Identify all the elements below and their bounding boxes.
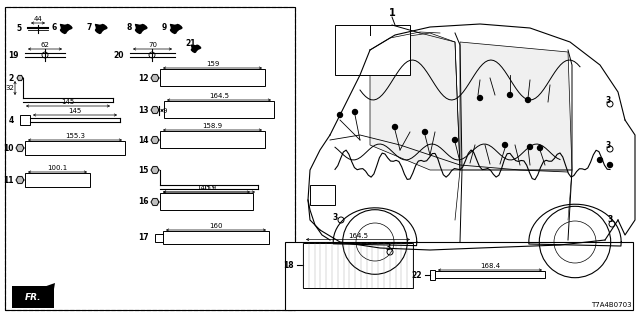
Bar	[303, 243, 413, 287]
Text: 3: 3	[385, 244, 390, 252]
Circle shape	[353, 109, 358, 115]
Text: 9: 9	[163, 108, 167, 114]
Bar	[5, 7, 295, 310]
Text: 10: 10	[3, 143, 14, 153]
Polygon shape	[16, 177, 24, 183]
Bar	[5, 7, 295, 310]
Bar	[160, 69, 265, 86]
Text: 44: 44	[34, 16, 42, 22]
Text: 151: 151	[202, 185, 216, 191]
Bar	[430, 270, 435, 280]
Text: 145: 145	[61, 99, 75, 105]
Text: 15: 15	[139, 165, 149, 174]
Polygon shape	[151, 137, 159, 143]
Circle shape	[502, 142, 508, 148]
Text: 32: 32	[5, 85, 14, 91]
Text: 12: 12	[138, 74, 149, 83]
Bar	[163, 231, 269, 244]
Bar	[20, 115, 30, 125]
Circle shape	[538, 146, 543, 150]
Text: 9: 9	[162, 22, 167, 31]
Bar	[335, 25, 410, 75]
Text: 18: 18	[284, 260, 294, 269]
Polygon shape	[35, 283, 55, 295]
Polygon shape	[170, 24, 183, 34]
Text: 13: 13	[138, 106, 149, 115]
Text: 1: 1	[388, 8, 396, 18]
Text: 2: 2	[9, 74, 14, 83]
Polygon shape	[60, 24, 73, 34]
Text: 164.5: 164.5	[348, 233, 368, 238]
Text: 14: 14	[138, 135, 149, 145]
Bar	[285, 242, 633, 310]
Text: 164.5: 164.5	[209, 93, 229, 99]
Polygon shape	[17, 76, 23, 81]
Circle shape	[392, 124, 397, 130]
Polygon shape	[151, 75, 159, 82]
Circle shape	[508, 92, 513, 98]
Polygon shape	[16, 145, 24, 151]
Text: 160: 160	[209, 223, 223, 229]
Text: 100.1: 100.1	[47, 165, 68, 171]
Text: 3: 3	[605, 95, 611, 105]
Text: 158.9: 158.9	[202, 123, 223, 129]
Bar	[25, 173, 90, 187]
Bar	[310, 185, 335, 205]
Text: 4: 4	[9, 116, 14, 124]
Circle shape	[422, 130, 428, 134]
Polygon shape	[151, 107, 159, 114]
Bar	[25, 141, 125, 155]
Text: 62: 62	[40, 42, 49, 48]
Text: 3: 3	[607, 215, 612, 225]
Text: 70: 70	[148, 42, 157, 48]
Polygon shape	[151, 166, 159, 173]
Text: 155.3: 155.3	[65, 133, 85, 139]
Circle shape	[527, 145, 532, 149]
Circle shape	[525, 98, 531, 102]
Circle shape	[607, 163, 612, 167]
Text: 3: 3	[332, 212, 338, 221]
Text: 22: 22	[412, 270, 422, 279]
Circle shape	[598, 157, 602, 163]
Text: 19: 19	[8, 51, 19, 60]
Bar	[435, 271, 545, 278]
Text: 20: 20	[113, 51, 124, 60]
Polygon shape	[95, 24, 108, 34]
Text: 140.9: 140.9	[196, 185, 216, 191]
Bar	[164, 101, 274, 118]
Text: 11: 11	[3, 175, 14, 185]
Text: 17: 17	[138, 234, 149, 243]
Text: 7: 7	[86, 22, 92, 31]
Circle shape	[452, 138, 458, 142]
Bar	[155, 234, 163, 242]
Text: T7A4B0703: T7A4B0703	[591, 302, 632, 308]
Text: 159: 159	[206, 61, 219, 67]
Polygon shape	[191, 44, 202, 53]
Text: 16: 16	[138, 197, 149, 206]
Bar	[160, 131, 265, 148]
Text: FR.: FR.	[25, 292, 41, 301]
Circle shape	[337, 113, 342, 117]
Polygon shape	[135, 24, 148, 34]
Text: 8: 8	[127, 22, 132, 31]
Text: 5: 5	[17, 23, 22, 33]
Text: 145: 145	[68, 108, 82, 114]
Polygon shape	[460, 42, 572, 170]
Bar	[12, 286, 54, 308]
Polygon shape	[370, 33, 460, 170]
Text: 21: 21	[185, 38, 195, 47]
Text: 168.4: 168.4	[480, 263, 500, 269]
Bar	[160, 193, 253, 210]
Text: 6: 6	[52, 22, 57, 31]
Polygon shape	[151, 198, 159, 205]
Circle shape	[477, 95, 483, 100]
Text: 3: 3	[605, 140, 611, 149]
